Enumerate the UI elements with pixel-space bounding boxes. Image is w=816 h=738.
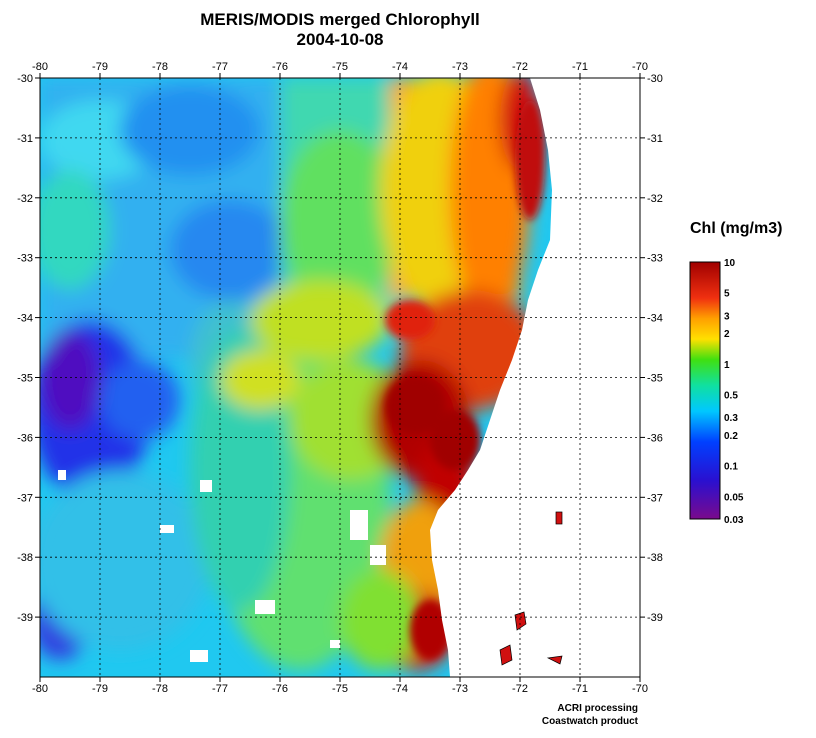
x-tick-label-bottom: -72 xyxy=(512,683,528,695)
y-tick-label-right: -32 xyxy=(647,193,663,205)
colorbar-tick-label: 5 xyxy=(724,289,730,300)
y-tick-label-left: -34 xyxy=(17,313,33,325)
x-tick-label-bottom: -73 xyxy=(452,683,468,695)
map-date: 2004-10-08 xyxy=(296,30,384,49)
y-tick-label-left: -38 xyxy=(17,552,33,564)
x-tick-label-top: -74 xyxy=(392,61,408,73)
map-title: MERIS/MODIS merged Chlorophyll xyxy=(200,10,480,29)
y-tick-label-left: -33 xyxy=(17,253,33,265)
credit-product: Coastwatch product xyxy=(541,716,638,727)
colorbar-tick-label: 10 xyxy=(724,258,736,269)
colorbar-tick-label: 0.2 xyxy=(724,431,738,442)
x-tick-label-top: -76 xyxy=(272,61,288,73)
x-tick-label-bottom: -79 xyxy=(92,683,108,695)
y-tick-label-left: -32 xyxy=(17,193,33,205)
chlorophyll-raster xyxy=(40,78,640,677)
x-tick-label-top: -78 xyxy=(152,61,168,73)
y-tick-label-left: -39 xyxy=(17,612,33,624)
x-tick-label-top: -72 xyxy=(512,61,528,73)
y-tick-label-left: -36 xyxy=(17,432,33,444)
colorbar-tick-label: 0.5 xyxy=(724,391,738,402)
y-tick-label-right: -35 xyxy=(647,373,663,385)
x-tick-label-top: -73 xyxy=(452,61,468,73)
legend-title: Chl (mg/m3) xyxy=(690,220,783,237)
colorbar-tick-label: 1 xyxy=(724,360,730,371)
x-tick-label-bottom: -70 xyxy=(632,683,648,695)
x-tick-label-bottom: -75 xyxy=(332,683,348,695)
y-tick-label-right: -36 xyxy=(647,432,663,444)
colorbar-tick-label: 0.05 xyxy=(724,492,744,503)
colorbar-tick-label: 2 xyxy=(724,329,730,340)
y-tick-label-right: -39 xyxy=(647,612,663,624)
x-tick-label-top: -71 xyxy=(572,61,588,73)
credit-processing: ACRI processing xyxy=(557,703,638,714)
colorbar-tick-label: 0.1 xyxy=(724,462,738,473)
x-tick-label-bottom: -76 xyxy=(272,683,288,695)
y-tick-label-right: -31 xyxy=(647,133,663,145)
colorbar-tick-label: 0.03 xyxy=(724,515,744,526)
y-tick-label-right: -30 xyxy=(647,73,663,85)
y-tick-label-right: -33 xyxy=(647,253,663,265)
y-tick-label-left: -30 xyxy=(17,73,33,85)
x-tick-label-top: -75 xyxy=(332,61,348,73)
x-tick-label-top: -77 xyxy=(212,61,228,73)
x-tick-label-top: -80 xyxy=(32,61,48,73)
x-tick-label-bottom: -77 xyxy=(212,683,228,695)
y-tick-label-left: -35 xyxy=(17,373,33,385)
y-tick-label-left: -31 xyxy=(17,133,33,145)
colorbar-tick-label: 3 xyxy=(724,311,730,322)
x-tick-label-bottom: -71 xyxy=(572,683,588,695)
y-tick-label-right: -37 xyxy=(647,492,663,504)
x-tick-label-top: -79 xyxy=(92,61,108,73)
x-tick-label-top: -70 xyxy=(632,61,648,73)
x-tick-label-bottom: -78 xyxy=(152,683,168,695)
y-tick-label-right: -34 xyxy=(647,313,663,325)
colorbar-tick-label: 0.3 xyxy=(724,413,738,424)
x-tick-label-bottom: -80 xyxy=(32,683,48,695)
y-tick-label-left: -37 xyxy=(17,492,33,504)
graticule xyxy=(40,78,640,677)
y-tick-label-right: -38 xyxy=(647,552,663,564)
x-tick-label-bottom: -74 xyxy=(392,683,408,695)
colorbar xyxy=(689,261,721,520)
